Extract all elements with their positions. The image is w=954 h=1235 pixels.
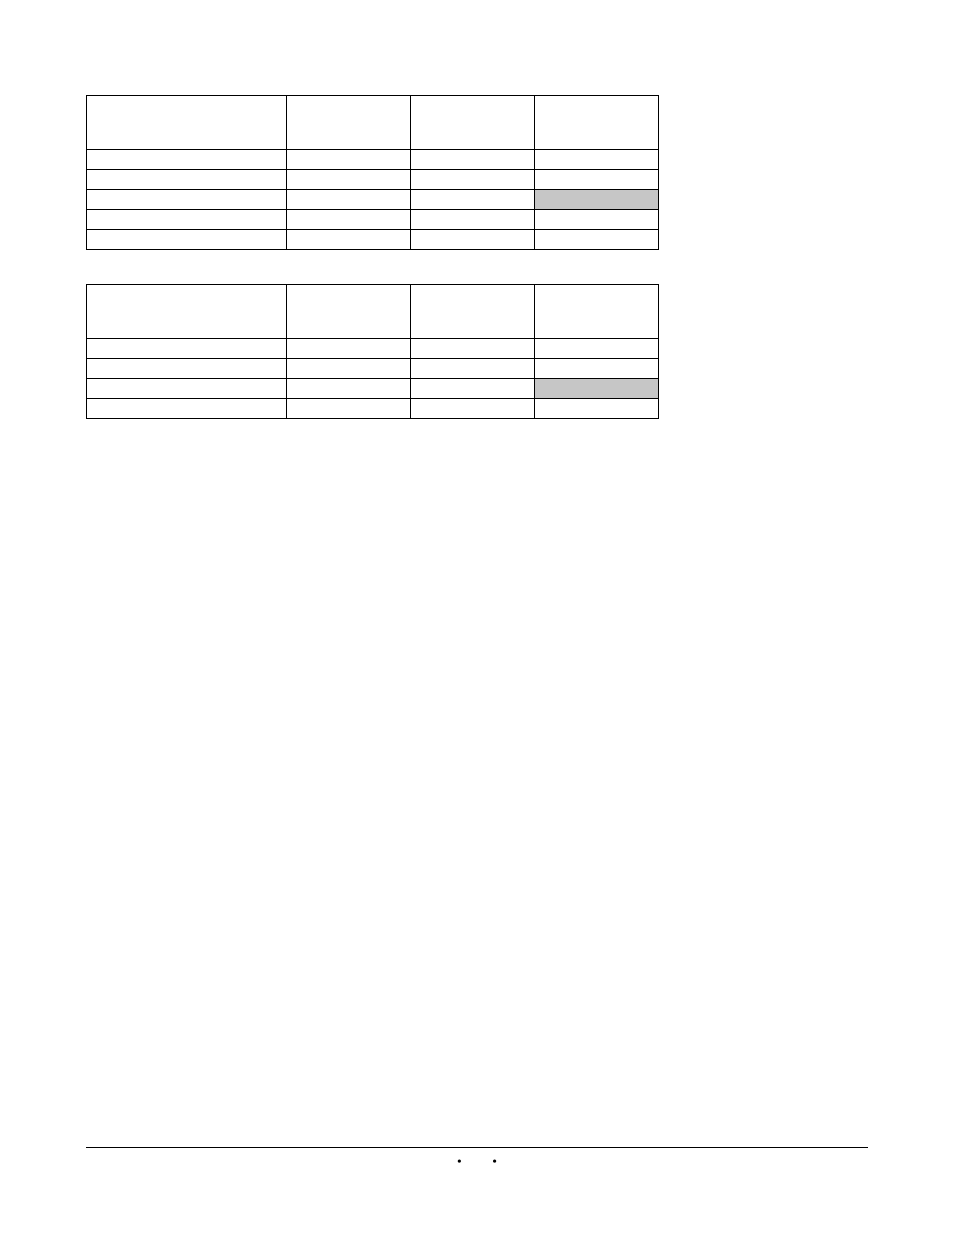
table-2 [86,284,659,419]
table-cell [87,190,287,210]
footer-separator-icon: • [443,1154,475,1168]
table-row [87,170,659,190]
table-cell [535,150,659,170]
table-cell [87,170,287,190]
table-cell [411,210,535,230]
table-row [87,230,659,250]
table-cell [535,399,659,419]
table-row [87,339,659,359]
table-cell [87,399,287,419]
page-footer: • • [86,1147,868,1169]
table-1-header-cell [287,96,411,150]
page-content [0,0,954,419]
table-cell [535,170,659,190]
table-cell [87,150,287,170]
table-cell [411,190,535,210]
table-cell [411,359,535,379]
table-cell [411,399,535,419]
table-cell [287,379,411,399]
table-cell [535,210,659,230]
table-cell [287,210,411,230]
table-1-header-row [87,96,659,150]
table-row [87,399,659,419]
table-2-header-cell [411,285,535,339]
table-2-header-row [87,285,659,339]
table-row [87,359,659,379]
table-cell [287,190,411,210]
table-row [87,379,659,399]
table-cell [287,359,411,379]
footer-rule [86,1147,868,1148]
table-cell [535,339,659,359]
table-row [87,210,659,230]
table-cell [87,359,287,379]
table-row [87,190,659,210]
table-cell [87,230,287,250]
table-cell [287,399,411,419]
table-row [87,150,659,170]
table-cell [87,210,287,230]
table-gap [86,250,868,284]
table-1-header-cell [411,96,535,150]
table-2-header-cell [87,285,287,339]
table-cell [535,190,659,210]
table-1 [86,95,659,250]
table-cell [411,230,535,250]
table-cell [535,379,659,399]
table-cell [411,379,535,399]
table-1-header-cell [535,96,659,150]
table-2-header-cell [287,285,411,339]
table-1-header-cell [87,96,287,150]
table-1-body [87,150,659,250]
table-cell [287,150,411,170]
table-2-body [87,339,659,419]
table-cell [411,170,535,190]
table-2-header-cell [535,285,659,339]
table-cell [87,339,287,359]
table-cell [411,339,535,359]
footer-separator-icon: • [479,1154,511,1168]
table-cell [287,230,411,250]
table-cell [535,359,659,379]
table-cell [287,339,411,359]
footer-text: • • [86,1154,868,1169]
table-cell [287,170,411,190]
table-cell [535,230,659,250]
table-cell [411,150,535,170]
table-cell [87,379,287,399]
